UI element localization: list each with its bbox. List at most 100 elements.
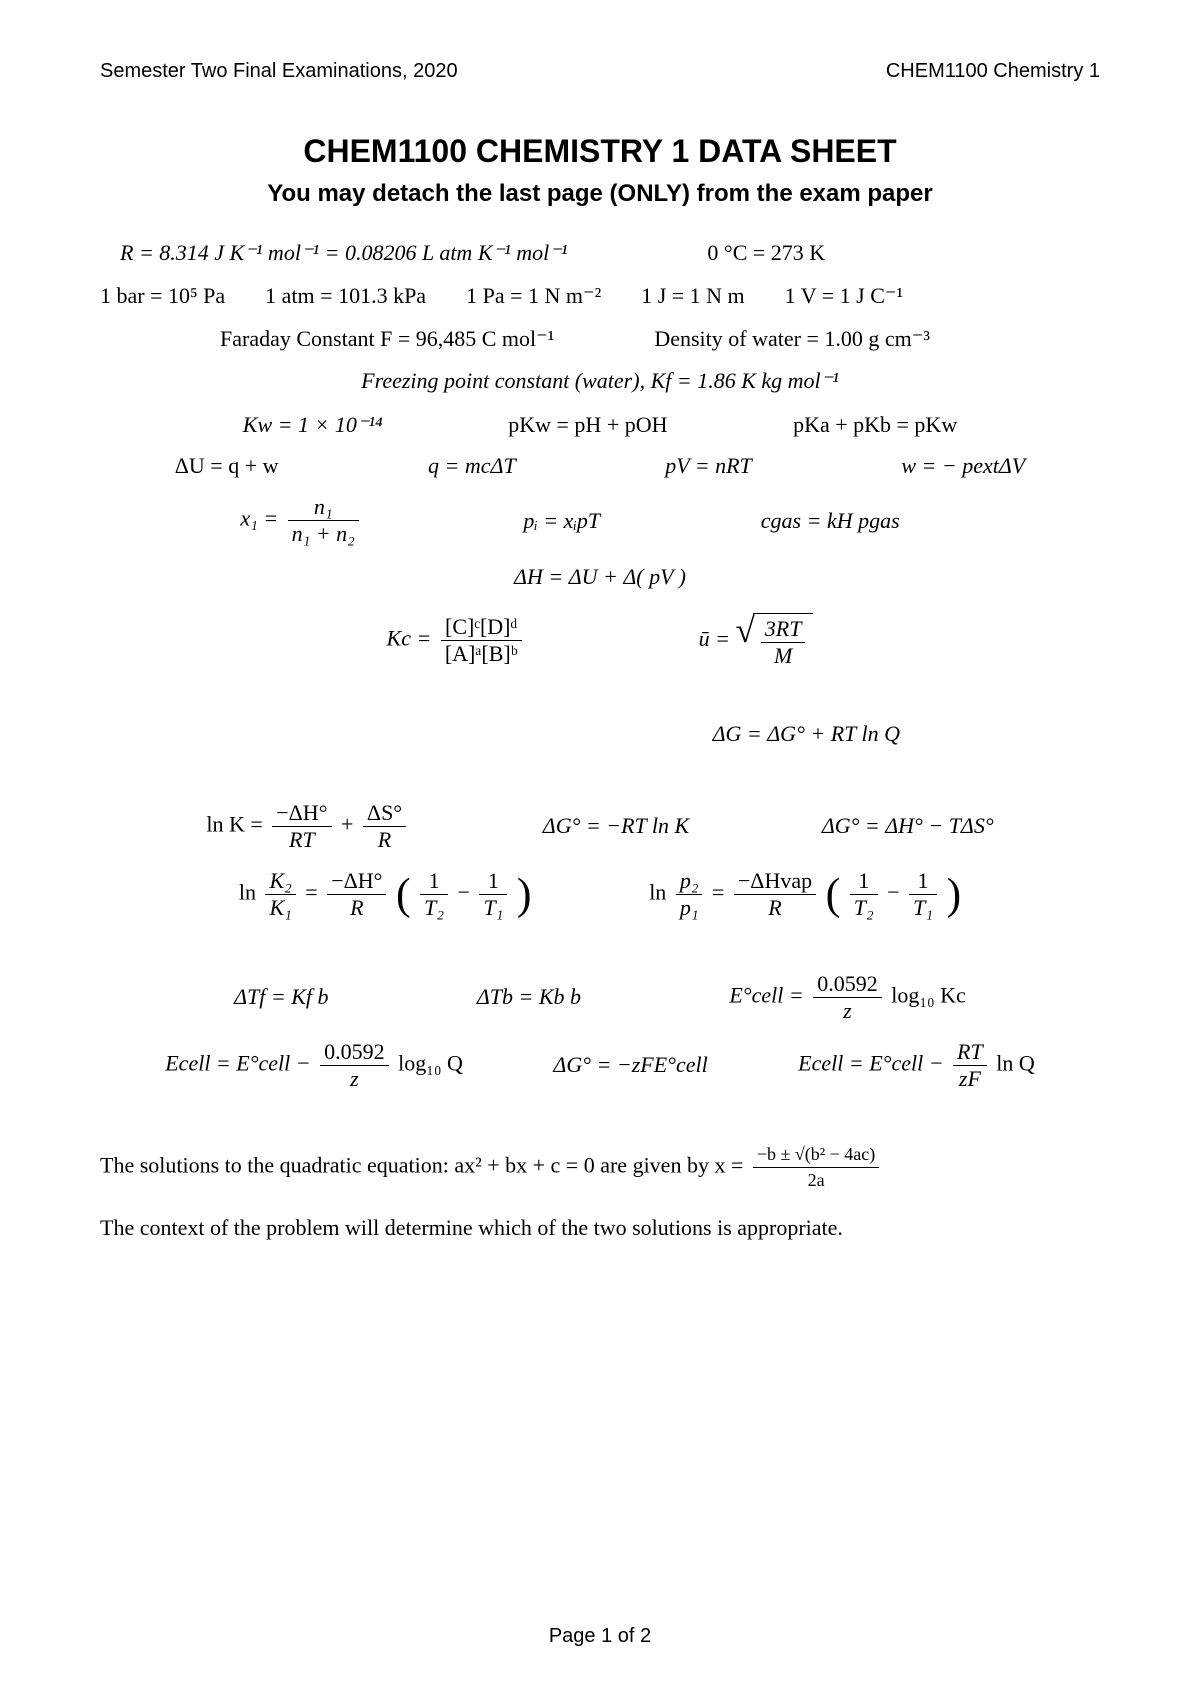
page-header: Semester Two Final Examinations, 2020 CH…	[100, 60, 1100, 83]
left-paren2-icon: (	[826, 869, 841, 918]
q-mc-dt: q = mcΔT	[428, 453, 516, 479]
lnk2k1-expression: ln K₂ K₁ = −ΔH° R ( 1 T₂ − 1 T₁ )	[239, 868, 532, 921]
lnk-label: ln K =	[206, 811, 262, 836]
partial-pressure: pᵢ = xᵢpT	[523, 508, 600, 534]
clausius-clapeyron: ln p₂ p₁ = −ΔHvap R ( 1 T₂ − 1 T₁ )	[649, 868, 961, 921]
gas-constant-row: R = 8.314 J K⁻¹ mol⁻¹ = 0.08206 L atm K⁻…	[100, 238, 1100, 269]
lnk-plus: +	[341, 811, 353, 836]
lnk2-eq: =	[305, 879, 317, 904]
lnp-eq: =	[712, 879, 724, 904]
minus-sign: −	[458, 879, 470, 904]
t1-num: 1	[479, 868, 507, 895]
pkw-eq: pKw = pH + pOH	[508, 412, 667, 438]
vant-hoff-row: ln K₂ K₁ = −ΔH° R ( 1 T₂ − 1 T₁ ) ln	[100, 868, 1100, 921]
header-right: CHEM1100 Chemistry 1	[886, 60, 1100, 83]
work-eq: w = − pextΔV	[901, 453, 1025, 479]
delta-g-q: ΔG = ΔG° + RT ln Q	[713, 721, 900, 746]
pt1-num: 1	[909, 868, 937, 895]
enthalpy-row: ΔH = ΔU + Δ( pV )	[100, 562, 1100, 593]
exam-page: Semester Two Final Examinations, 2020 CH…	[0, 0, 1200, 1698]
x1-fraction: x₁ = n₁ n₁ + n₂	[240, 494, 362, 547]
nernst-den: z	[320, 1066, 389, 1092]
freezing-constant: Freezing point constant (water), Kf = 1.…	[361, 368, 839, 393]
delta-u-eq: ΔU = q + w	[175, 453, 279, 479]
delta-tb: ΔTb = Kb b	[477, 984, 581, 1010]
dg-zfe: ΔG° = −zFE°cell	[553, 1052, 707, 1078]
ecell-tail: log₁₀ Kc	[891, 982, 966, 1007]
nernst3-tail: ln Q	[996, 1050, 1035, 1075]
ubar-den: M	[761, 643, 806, 669]
quad-note: The context of the problem will determin…	[100, 1215, 843, 1240]
quad-den: 2a	[753, 1168, 879, 1193]
lnk2-label: ln	[239, 879, 256, 904]
lnk-num2: ΔS°	[363, 800, 406, 827]
main-title: CHEM1100 CHEMISTRY 1 DATA SHEET	[100, 133, 1100, 170]
page-footer: Page 1 of 2	[0, 1625, 1200, 1648]
header-left: Semester Two Final Examinations, 2020	[100, 60, 458, 83]
nernst-tail: log₁₀ Q	[398, 1050, 463, 1075]
unit-conversions-row: 1 bar = 10⁵ Pa 1 atm = 101.3 kPa 1 Pa = …	[100, 281, 1100, 312]
lnp-num: p₂	[676, 868, 703, 895]
nernst-num: 0.0592	[320, 1039, 389, 1066]
ecell-num: 0.0592	[813, 971, 882, 998]
pt1-den: T₁	[909, 895, 937, 921]
lnk-row: ln K = −ΔH° RT + ΔS° R ΔG° = −RT ln K ΔG…	[100, 800, 1100, 853]
left-paren-icon: (	[396, 869, 411, 918]
lnk2-den: K₁	[265, 895, 295, 921]
volt-conversion: 1 V = 1 J C⁻¹	[785, 281, 903, 312]
nernst3-a: Ecell = E°cell −	[798, 1050, 943, 1075]
faraday-constant: Faraday Constant F = 96,485 C mol⁻¹	[220, 324, 554, 355]
lnk2-num2: −ΔH°	[327, 868, 386, 895]
kc-num: [C]ᶜ[D]ᵈ	[441, 614, 522, 641]
ecell-den: z	[813, 998, 882, 1024]
nernst-ln: Ecell = E°cell − RT zF ln Q	[798, 1039, 1035, 1092]
quadratic-row: The solutions to the quadratic equation:…	[100, 1142, 1100, 1193]
zero-celsius: 0 °C = 273 K	[707, 238, 825, 269]
ubar-num: 3RT	[761, 616, 806, 643]
lnk2-den2: R	[327, 895, 386, 921]
faraday-density-row: Faraday Constant F = 96,485 C mol⁻¹ Dens…	[100, 324, 1100, 355]
dg-rtlnk: ΔG° = −RT ln K	[543, 813, 689, 839]
freezing-point-row: Freezing point constant (water), Kf = 1.…	[100, 366, 1100, 397]
x1-den: n₁ + n₂	[288, 521, 359, 547]
bar-conversion: 1 bar = 10⁵ Pa	[100, 281, 225, 312]
kc-expression: Kc = [C]ᶜ[D]ᵈ [A]ᵃ[B]ᵇ	[387, 614, 526, 667]
pv-nrt: pV = nRT	[665, 453, 752, 479]
pka-eq: pKa + pKb = pKw	[793, 412, 957, 438]
pt2-num: 1	[850, 868, 878, 895]
lnk-den1: RT	[272, 827, 331, 853]
delta-g-q-row: ΔG = ΔG° + RT ln Q	[100, 719, 1100, 750]
lnk-num1: −ΔH°	[272, 800, 331, 827]
lnp-num2: −ΔHvap	[734, 868, 816, 895]
pt2-den: T₂	[850, 895, 878, 921]
subtitle: You may detach the last page (ONLY) from…	[100, 180, 1100, 208]
t1-den: T₁	[479, 895, 507, 921]
right-paren-icon: )	[517, 869, 532, 918]
delta-h-eq: ΔH = ΔU + Δ( pV )	[514, 564, 686, 589]
quad-num: −b ± √(b² − 4ac)	[753, 1142, 879, 1168]
delta-tf: ΔTf = Kf b	[234, 984, 328, 1010]
nernst-row: Ecell = E°cell − 0.0592 z log₁₀ Q ΔG° = …	[100, 1039, 1100, 1092]
kc-ubar-row: Kc = [C]ᶜ[D]ᵈ [A]ᵃ[B]ᵇ ū = √ 3RT M	[100, 613, 1100, 669]
nernst3-num: RT	[953, 1039, 987, 1066]
ecell-std: E°cell = 0.0592 z log₁₀ Kc	[729, 971, 965, 1024]
thermo-row-1: ΔU = q + w q = mcΔT pV = nRT w = − pextΔ…	[100, 453, 1100, 479]
ubar-expression: ū = √ 3RT M	[699, 613, 814, 669]
colligative-row: ΔTf = Kf b ΔTb = Kb b E°cell = 0.0592 z …	[100, 971, 1100, 1024]
lnp-label: ln	[649, 879, 666, 904]
water-density: Density of water = 1.00 g cm⁻³	[654, 324, 930, 355]
minus2-sign: −	[887, 879, 899, 904]
t2-den: T₂	[420, 895, 448, 921]
henry-law: cgas = kH pgas	[761, 508, 900, 534]
kc-label: Kc =	[387, 626, 432, 651]
atm-conversion: 1 atm = 101.3 kPa	[265, 281, 426, 312]
quad-intro: The solutions to the quadratic equation:…	[100, 1153, 743, 1178]
ubar-label: ū =	[699, 626, 730, 651]
kc-den: [A]ᵃ[B]ᵇ	[441, 641, 522, 667]
nernst3-den: zF	[953, 1066, 987, 1092]
mole-fraction-row: x₁ = n₁ n₁ + n₂ pᵢ = xᵢpT cgas = kH pgas	[100, 494, 1100, 547]
dg-hts: ΔG° = ΔH° − TΔS°	[822, 813, 994, 839]
joule-conversion: 1 J = 1 N m	[641, 281, 744, 312]
right-paren2-icon: )	[946, 869, 961, 918]
gas-constant: R = 8.314 J K⁻¹ mol⁻¹ = 0.08206 L atm K⁻…	[120, 238, 567, 269]
